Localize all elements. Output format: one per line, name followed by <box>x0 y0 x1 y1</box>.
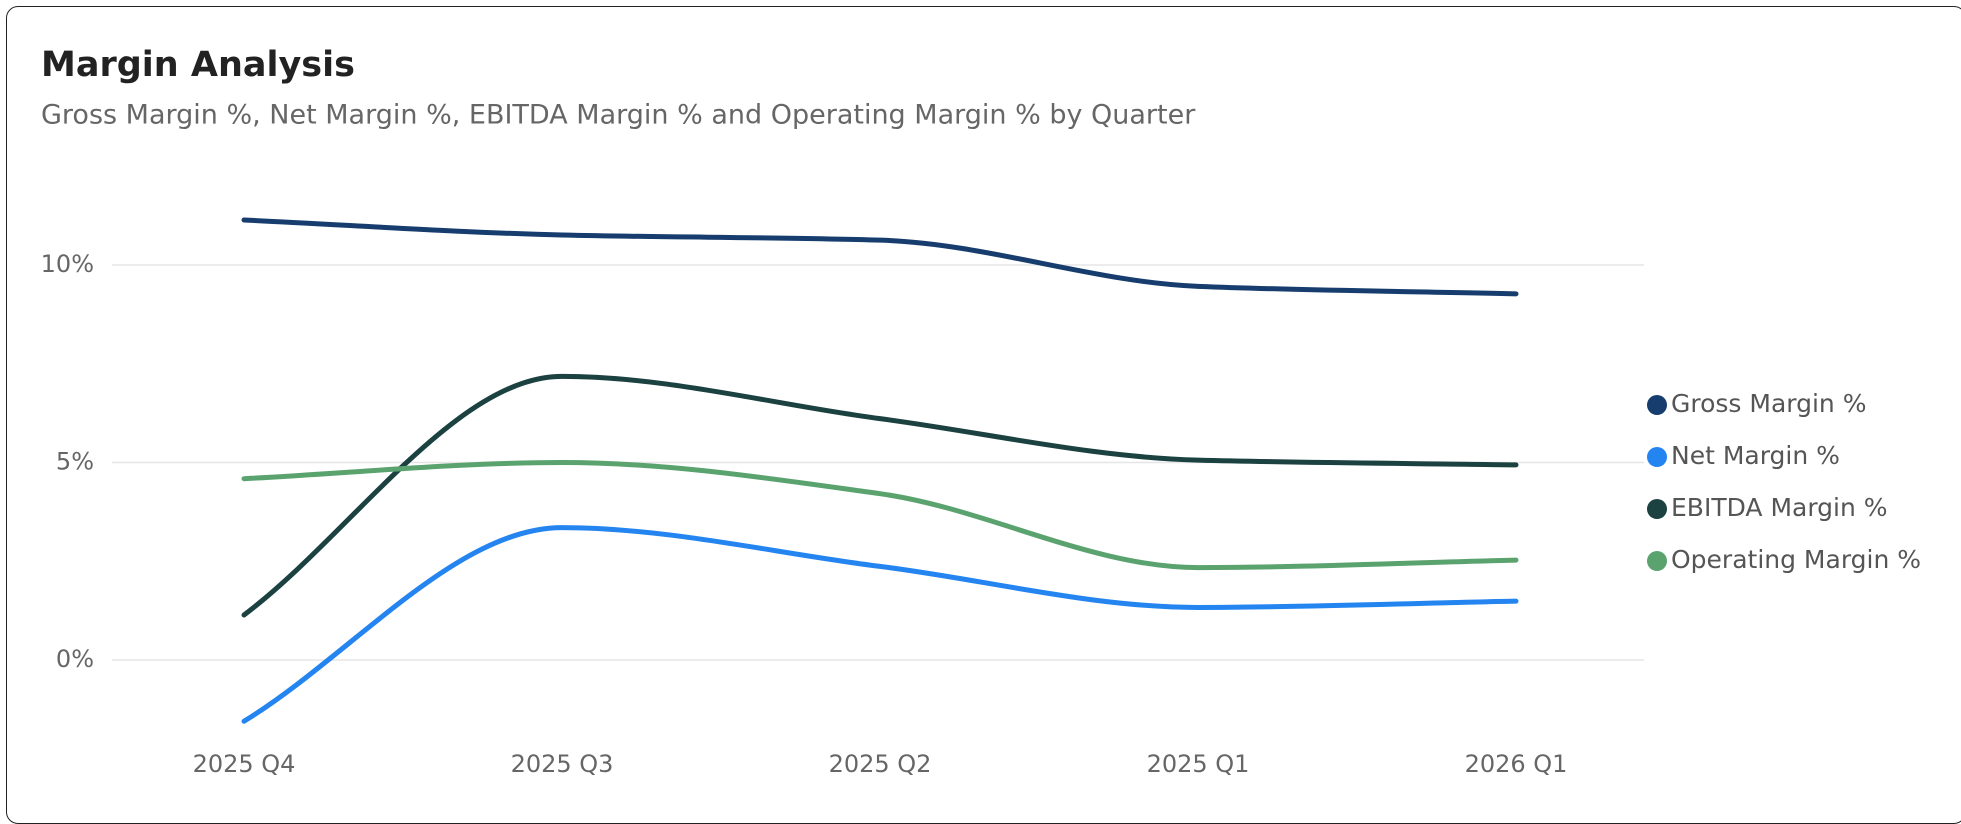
line <box>241 373 1519 618</box>
legend-marker <box>1647 447 1667 467</box>
card <box>6 6 1961 824</box>
legend-label: EBITDA Margin % <box>1671 493 1888 522</box>
chart-title: Margin Analysis <box>41 45 355 85</box>
x-tick-label: 2025 Q4 <box>193 750 296 778</box>
x-tick-label: 2026 Q1 <box>1465 750 1568 778</box>
chart-subtitle: Gross Margin %, Net Margin %, EBITDA Mar… <box>41 100 1196 131</box>
legend-label: Gross Margin % <box>1671 389 1866 418</box>
legend-label: Net Margin % <box>1671 441 1840 470</box>
line <box>241 459 1519 571</box>
x-tick-label: 2025 Q2 <box>829 750 932 778</box>
y-tick-label: 10% <box>41 250 94 278</box>
legend-marker <box>1647 551 1667 571</box>
legend-marker <box>1647 395 1667 415</box>
legend-marker <box>1647 499 1667 519</box>
x-tick-label: 2025 Q1 <box>1147 750 1250 778</box>
legend-label: Operating Margin % <box>1671 545 1921 574</box>
line <box>241 525 1519 724</box>
y-tick-label: 5% <box>56 448 94 476</box>
x-tick-label: 2025 Q3 <box>511 750 614 778</box>
line <box>241 217 1519 297</box>
y-tick-label: 0% <box>56 645 94 673</box>
